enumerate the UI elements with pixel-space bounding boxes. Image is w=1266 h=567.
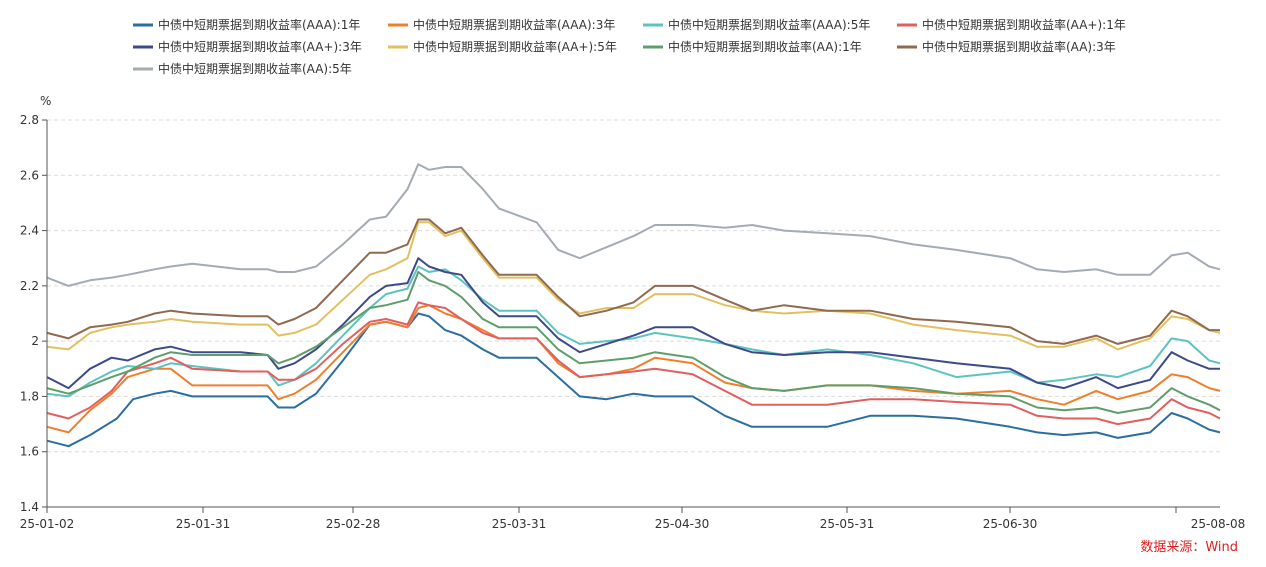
series-line [46, 271, 1221, 414]
legend-label: 中债中短期票据到期收益率(AA+):1年 [922, 17, 1126, 32]
y-tick-label: 2 [31, 334, 39, 348]
series-line [46, 221, 1221, 351]
x-axis-ticks: 25-01-02 25-01-31 25-02-28 25-03-31 25-04-30… [20, 507, 1245, 531]
x-tick-label: 25-04-30 [655, 517, 709, 531]
series-line [46, 218, 1220, 345]
x-tick-label: 25-01-31 [176, 517, 230, 531]
y-tick-label: 2.2 [20, 279, 39, 293]
legend-label: 中债中短期票据到期收益率(AA):1年 [668, 39, 862, 54]
x-tick-label: 25-02-28 [326, 517, 380, 531]
legend-label: 中债中短期票据到期收益率(AAA):3年 [413, 17, 615, 32]
y-tick-label: 2.8 [20, 113, 39, 127]
series-line [46, 312, 1221, 448]
x-tick-label: 25-03-31 [492, 517, 546, 531]
legend-label: 中债中短期票据到期收益率(AA):3年 [922, 39, 1116, 54]
y-gridlines [47, 119, 1220, 453]
data-source-note: 数据来源：Wind [1140, 540, 1238, 555]
x-tick-label: 25-05-31 [820, 517, 874, 531]
series-line [46, 257, 1220, 390]
axes: % [40, 94, 1220, 508]
x-tick-label: 25-06-30 [983, 517, 1037, 531]
y-tick-label: 2.4 [20, 224, 39, 238]
y-axis-unit-label: % [40, 94, 51, 108]
series-line [46, 163, 1221, 287]
x-tick-label: 25-08-08 [1191, 517, 1245, 531]
y-tick-label: 1.8 [20, 389, 39, 403]
legend-label: 中债中短期票据到期收益率(AA+):3年 [158, 39, 362, 54]
legend-label: 中债中短期票据到期收益率(AAA):5年 [668, 17, 870, 32]
y-axis-ticks: 1.4 1.6 1.8 2 2.2 2.4 2.6 2.8 [20, 113, 47, 514]
legend-label: 中债中短期票据到期收益率(AA):5年 [158, 61, 352, 76]
chart-legend: 中债中短期票据到期收益率(AAA):1年 中债中短期票据到期收益率(AAA):3年… [133, 17, 1126, 76]
y-tick-label: 1.6 [20, 445, 39, 459]
legend-label: 中债中短期票据到期收益率(AA+):5年 [413, 39, 617, 54]
y-tick-label: 2.6 [20, 168, 39, 182]
series-line [46, 301, 1221, 426]
series-lines [46, 163, 1221, 448]
legend-label: 中债中短期票据到期收益率(AAA):1年 [158, 17, 360, 32]
y-tick-label: 1.4 [20, 500, 39, 514]
x-tick-label: 25-01-02 [20, 517, 74, 531]
